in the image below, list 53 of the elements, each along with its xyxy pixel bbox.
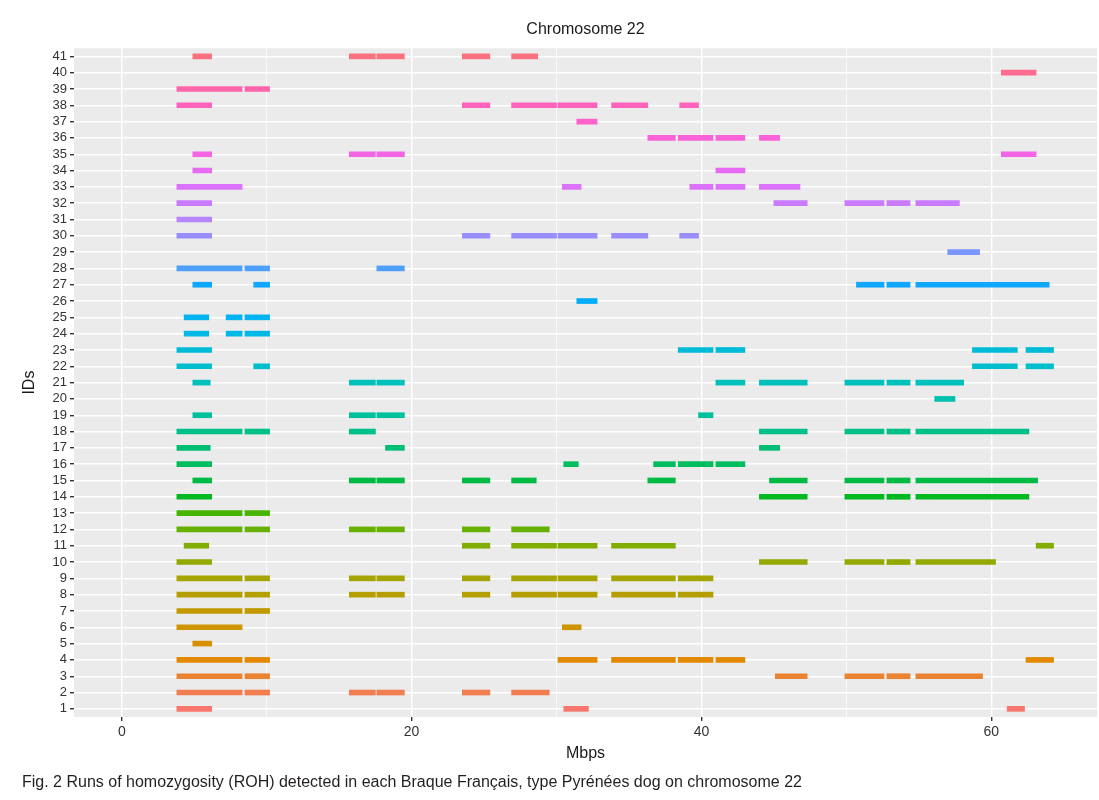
y-tick-label: 25 [52, 308, 67, 324]
y-tick-label: 23 [52, 341, 67, 357]
x-tick-label: 60 [983, 723, 1000, 740]
x-tick-label: 40 [693, 723, 710, 740]
y-tick-label: 36 [52, 129, 67, 145]
caption: Fig. 2 Runs of homozygosity (ROH) detected in each Braque Français, type Pyrénées dog on chromosome 22 [22, 772, 803, 792]
y-tick-label: 33 [52, 178, 67, 194]
y-tick-label: 35 [52, 145, 67, 161]
y-tick-label: 31 [52, 211, 67, 227]
y-tick-label: 12 [52, 520, 67, 536]
y-tick-label: 6 [59, 618, 67, 634]
y-tick-label: 15 [52, 472, 67, 488]
y-tick-label: 11 [53, 537, 67, 553]
bar [947, 249, 980, 255]
y-tick-label: 38 [52, 96, 67, 112]
y-tick-label: 30 [52, 227, 67, 243]
y-tick-label: 21 [52, 374, 67, 390]
y-tick-label: 13 [52, 504, 67, 520]
y-tick-label: 3 [59, 667, 67, 683]
y-tick-label: 39 [52, 80, 67, 96]
bar [192, 640, 212, 647]
y-tick-label: 8 [59, 586, 67, 602]
bar [934, 396, 956, 402]
y-tick-label: 7 [59, 602, 67, 618]
y-tick-label: 2 [59, 684, 67, 700]
y-tick-label: 14 [52, 488, 67, 504]
y-tick-label: 28 [52, 259, 67, 275]
y-tick-label: 4 [59, 651, 67, 667]
y-tick-label: 32 [52, 194, 67, 210]
y-tick-label: 19 [52, 406, 67, 422]
y-axis-title: IDs [20, 370, 38, 395]
y-tick-label: 41 [52, 47, 67, 63]
y-tick-label: 18 [52, 423, 67, 439]
y-tick-label: 17 [52, 439, 67, 455]
x-tick-label: 20 [403, 723, 420, 740]
y-tick-label: 5 [59, 635, 67, 651]
y-tick-label: 9 [59, 569, 67, 585]
y-tick-label: 40 [52, 64, 67, 80]
x-tick-label: 0 [117, 723, 126, 740]
y-tick-label: 22 [52, 357, 67, 373]
bar [576, 298, 598, 304]
chart-title: Chromosome 22 [526, 20, 645, 38]
y-tick-label: 34 [52, 162, 67, 178]
y-tick-label: 29 [52, 243, 67, 259]
y-tick-label: 26 [52, 292, 67, 308]
y-tick-label: 1 [59, 700, 67, 716]
y-tick-label: 16 [52, 455, 67, 471]
y-tick-label: 20 [52, 390, 67, 406]
y-tick-label: 27 [52, 276, 67, 292]
y-tick-label: 10 [52, 553, 67, 569]
x-axis-title: Mbps [565, 743, 606, 761]
y-tick-label: 24 [52, 325, 67, 341]
y-tick-label: 37 [52, 113, 67, 129]
